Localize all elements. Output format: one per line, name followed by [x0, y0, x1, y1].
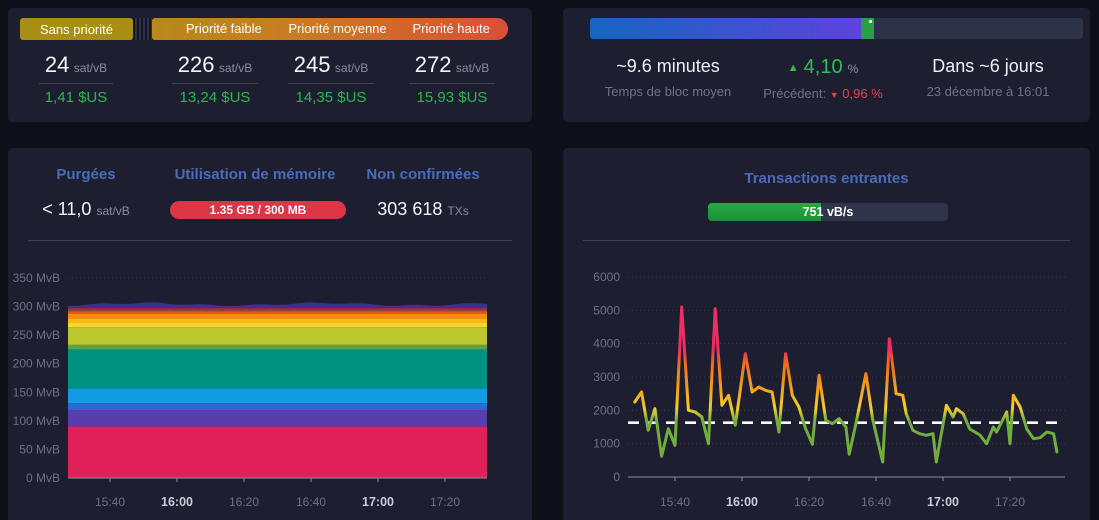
incoming-rate-value: 751 vB/s	[802, 205, 854, 219]
average-block-time-stat: ~9.6 minutes Temps de bloc moyen	[578, 56, 758, 99]
purged-value: < 11,0	[42, 199, 92, 219]
unconfirmed-stat: Non confirmées 303 618 TXs	[338, 166, 508, 220]
fee-rate-value: 245	[293, 52, 331, 77]
svg-text:2000: 2000	[593, 403, 620, 417]
svg-text:16:20: 16:20	[229, 495, 259, 509]
fee-estimates-card: Sans priorité Priorité faible Priorité m…	[8, 8, 532, 122]
svg-text:4000: 4000	[593, 337, 620, 351]
retarget-eta: Dans ~6 jours	[932, 56, 1044, 76]
unconfirmed-value: 303 618	[377, 199, 443, 219]
svg-text:17:00: 17:00	[927, 495, 959, 509]
svg-text:50 MvB: 50 MvB	[19, 442, 60, 456]
difficulty-adjustment-card: ~9.6 minutes Temps de bloc moyen ▲ 4,10 …	[563, 8, 1090, 122]
svg-text:16:20: 16:20	[794, 495, 824, 509]
unconfirmed-header: Non confirmées	[366, 166, 480, 183]
fee-no-priority-stat: 24 sat/vB 1,41 $US	[8, 52, 144, 106]
fee-tier-no-priority: Sans priorité	[20, 18, 133, 40]
svg-text:0 MvB: 0 MvB	[26, 471, 60, 485]
average-block-time-value: ~9.6 minutes	[616, 56, 720, 76]
svg-text:0: 0	[613, 470, 620, 484]
difficulty-expected-marker	[861, 18, 874, 39]
fee-rate-unit: sat/vB	[455, 61, 490, 75]
fee-rate-value: 24	[44, 52, 70, 77]
incoming-rate-fill	[708, 203, 821, 221]
fee-rate-unit: sat/vB	[334, 61, 369, 75]
mempool-size-chart[interactable]: 0 MvB 50 MvB 100 MvB 150 MvB 200 MvB 250 MvB 3…	[8, 248, 532, 520]
svg-text:100 MvB: 100 MvB	[13, 414, 60, 428]
purged-unit: sat/vB	[96, 204, 130, 218]
svg-text:16:00: 16:00	[726, 495, 758, 509]
mempool-card: Purgées < 11,0 sat/vB Utilisation de mém…	[8, 148, 532, 520]
fee-tier-bar: Sans priorité Priorité faible Priorité m…	[8, 18, 532, 40]
purged-header: Purgées	[56, 166, 116, 183]
svg-text:6000: 6000	[593, 270, 620, 284]
svg-text:16:00: 16:00	[161, 495, 193, 509]
fee-rate: 245 sat/vB	[287, 52, 375, 84]
difficulty-change-value: 4,10	[803, 56, 843, 78]
svg-text:15:40: 15:40	[660, 495, 690, 509]
svg-text:250 MvB: 250 MvB	[13, 328, 60, 342]
fee-tier-no-priority-label: Sans priorité	[40, 21, 113, 37]
incoming-card-divider	[583, 240, 1070, 241]
difficulty-now-tick	[869, 20, 873, 23]
fee-rate-unit: sat/vB	[218, 61, 253, 75]
fee-rate-unit: sat/vB	[73, 61, 108, 75]
fee-price-usd: 1,41 $US	[44, 89, 108, 106]
difficulty-change-unit: %	[847, 62, 859, 76]
unconfirmed-unit: TXs	[447, 204, 469, 218]
svg-text:300 MvB: 300 MvB	[13, 300, 60, 314]
difficulty-change-stat: ▲ 4,10 % Précédent: ▼ 0,96 %	[733, 56, 913, 101]
fee-rate-value: 226	[177, 52, 215, 77]
difficulty-progress-fill	[590, 18, 862, 39]
memory-usage-header: Utilisation de mémoire	[174, 166, 336, 183]
fee-rate: 226 sat/vB	[171, 52, 259, 84]
fee-high-stat: 272 sat/vB 15,93 $US	[384, 52, 520, 106]
svg-text:17:20: 17:20	[995, 495, 1025, 509]
svg-text:1000: 1000	[593, 437, 620, 451]
svg-text:15:40: 15:40	[95, 495, 125, 509]
memory-usage-stat: Utilisation de mémoire 1.35 GB / 300 MB	[170, 166, 346, 219]
fee-rate: 24 sat/vB	[38, 52, 114, 84]
fee-tier-low-label: Priorité faible	[185, 21, 262, 36]
difficulty-progress-bar	[590, 18, 1083, 39]
incoming-transactions-title: Transactions entrantes	[744, 170, 909, 187]
fee-rate-value: 272	[414, 52, 452, 77]
svg-text:350 MvB: 350 MvB	[13, 271, 60, 285]
fee-tier-gradient-bar: Priorité faible Priorité moyenne Priorit…	[152, 18, 508, 40]
svg-text:200 MvB: 200 MvB	[13, 357, 60, 371]
fee-price-usd: 13,24 $US	[179, 89, 251, 106]
average-block-time-label: Temps de bloc moyen	[604, 84, 732, 99]
svg-text:17:00: 17:00	[362, 495, 394, 509]
previous-change-value: 0,96 %	[842, 86, 883, 101]
fee-bar-stripe-separator	[133, 18, 152, 40]
fee-tier-medium-label: Priorité moyenne	[288, 21, 387, 36]
fee-medium-stat: 245 sat/vB 14,35 $US	[263, 52, 399, 106]
retarget-date: 23 décembre à 16:01	[926, 84, 1050, 99]
svg-text:16:40: 16:40	[296, 495, 326, 509]
fee-tier-high-label: Priorité haute	[412, 21, 490, 36]
memory-usage-badge: 1.35 GB / 300 MB	[170, 201, 346, 219]
svg-text:3000: 3000	[593, 370, 620, 384]
svg-text:16:40: 16:40	[861, 495, 891, 509]
incoming-transactions-chart[interactable]: 0 1000 2000 3000 4000 5000 6000 15:40 16:00 16:20…	[563, 248, 1090, 520]
svg-text:5000: 5000	[593, 303, 620, 317]
fee-rate: 272 sat/vB	[408, 52, 496, 84]
previous-change-label: Précédent:	[763, 86, 827, 101]
retarget-stat: Dans ~6 jours 23 décembre à 16:01	[898, 56, 1078, 99]
fee-low-stat: 226 sat/vB 13,24 $US	[147, 52, 283, 106]
up-arrow-icon: ▲	[787, 62, 799, 74]
incoming-rate-bar: 751 vB/s	[708, 203, 948, 221]
svg-text:150 MvB: 150 MvB	[13, 385, 60, 399]
fee-price-usd: 15,93 $US	[416, 89, 488, 106]
down-arrow-icon: ▼	[829, 90, 839, 100]
purged-stat: Purgées < 11,0 sat/vB	[1, 166, 171, 220]
incoming-transactions-card: Transactions entrantes 751 vB/s 0 1000 200…	[563, 148, 1090, 520]
fee-price-usd: 14,35 $US	[295, 89, 367, 106]
mempool-card-divider	[28, 240, 512, 241]
svg-text:17:20: 17:20	[430, 495, 460, 509]
